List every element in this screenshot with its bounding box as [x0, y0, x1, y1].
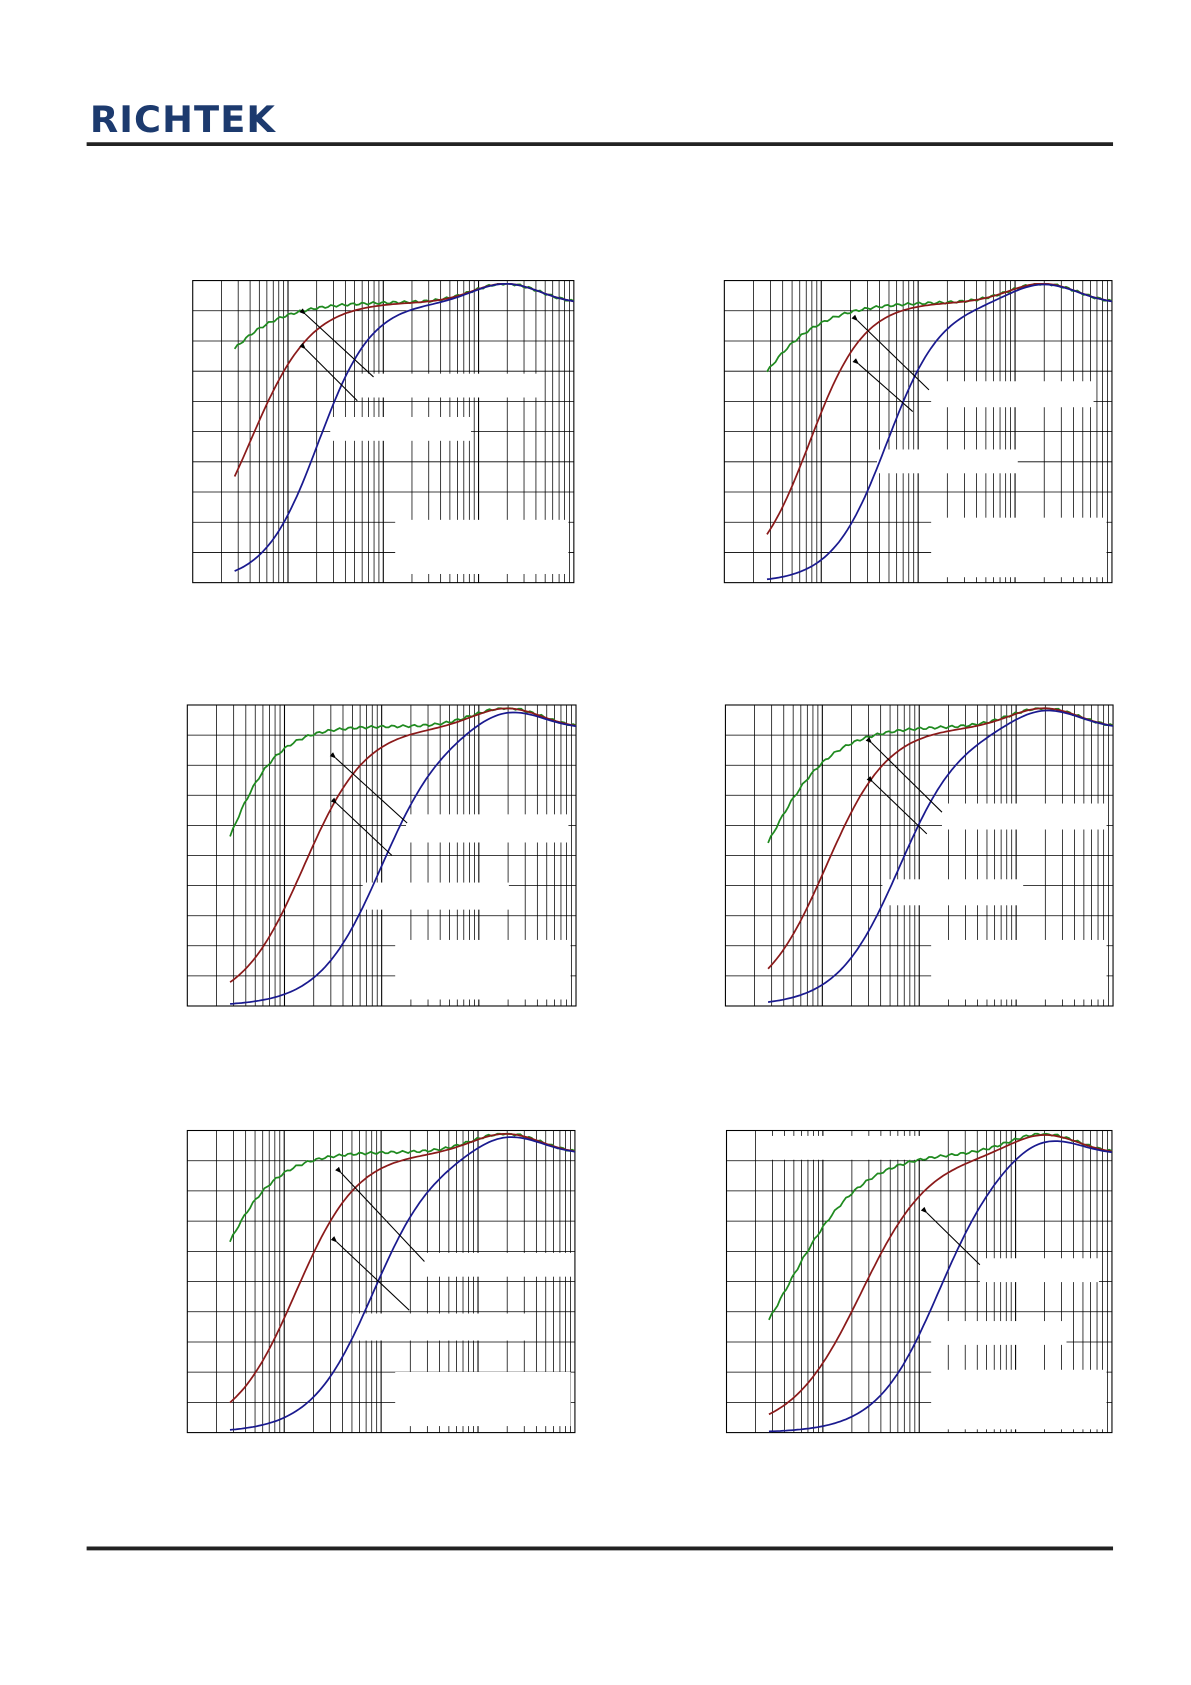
arrow — [920, 1206, 981, 1266]
label-mask — [424, 1252, 574, 1277]
curve — [229, 1132, 576, 1404]
label-mask — [979, 1258, 1099, 1283]
arrow — [852, 358, 914, 412]
plot — [186, 1129, 576, 1434]
curve — [767, 707, 1114, 970]
charts — [186, 280, 1114, 1434]
arrow — [330, 1236, 410, 1311]
curve — [768, 1132, 1113, 1321]
curve — [768, 1140, 1113, 1433]
arrow — [851, 314, 930, 391]
label-mask — [931, 1321, 1067, 1345]
label-mask — [330, 416, 471, 441]
label-mask — [882, 879, 1024, 906]
arrow — [330, 797, 393, 856]
label-mask — [931, 381, 1094, 408]
plot — [192, 280, 575, 584]
curve — [767, 709, 1114, 1003]
label-mask — [931, 939, 1107, 1000]
curve — [229, 707, 577, 983]
curve — [766, 283, 1113, 581]
curve — [234, 282, 575, 572]
label-mask — [766, 1135, 924, 1160]
label-mask — [877, 449, 1018, 474]
arrow — [299, 342, 358, 402]
label-mask — [357, 373, 542, 398]
arrow — [866, 775, 928, 835]
label-mask — [395, 939, 571, 1000]
label-mask — [941, 803, 1107, 830]
plot — [725, 1129, 1113, 1434]
label-mask — [351, 1313, 526, 1341]
curve — [768, 1134, 1113, 1416]
arrow — [865, 736, 943, 813]
label-mask — [931, 1369, 1107, 1430]
label-mask — [395, 519, 569, 574]
arrow — [335, 1166, 425, 1262]
plot — [723, 280, 1113, 584]
arrow — [299, 308, 374, 378]
arrow — [329, 752, 408, 824]
logo: RICHTEK — [90, 98, 277, 141]
label-mask — [362, 882, 509, 910]
label-mask — [395, 1371, 571, 1427]
label-mask — [931, 517, 1107, 578]
plot — [186, 704, 577, 1007]
label-mask — [406, 814, 569, 843]
plot — [724, 704, 1114, 1007]
curve — [229, 1136, 576, 1431]
